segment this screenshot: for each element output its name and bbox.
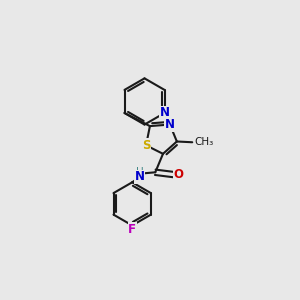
Text: O: O xyxy=(173,168,183,181)
Text: N: N xyxy=(165,118,175,131)
Text: H: H xyxy=(136,167,144,176)
Text: CH₃: CH₃ xyxy=(195,137,214,147)
Text: F: F xyxy=(128,223,136,236)
Text: N: N xyxy=(160,106,170,119)
Text: N: N xyxy=(135,170,145,183)
Text: S: S xyxy=(142,139,150,152)
